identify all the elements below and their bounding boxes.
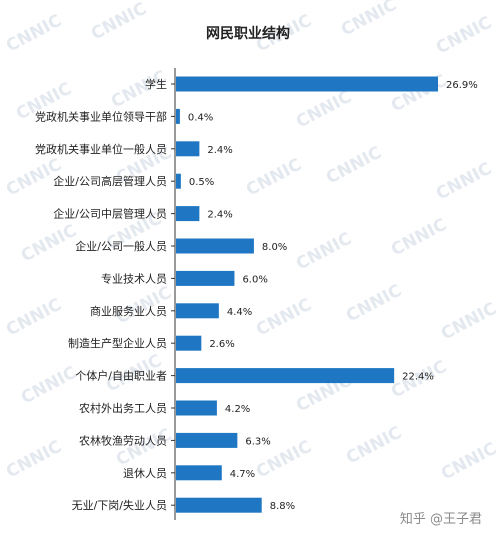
bar	[176, 335, 202, 351]
category-label: 商业服务业人员	[90, 304, 167, 318]
bar	[176, 303, 219, 319]
value-label: 8.8%	[270, 501, 295, 512]
watermark-cnnic: CNNIC	[243, 155, 305, 201]
watermark-cnnic: CNNIC	[343, 281, 405, 327]
category-label: 企业/公司一般人员	[75, 239, 167, 253]
watermark-cnnic: CNNIC	[3, 437, 65, 483]
category-label: 党政机关事业单位领导干部	[35, 109, 167, 123]
bar	[176, 270, 235, 286]
category-label: 制造生产型企业人员	[68, 336, 167, 350]
watermark-cnnic: CNNIC	[323, 143, 385, 189]
value-label: 22.4%	[402, 372, 434, 383]
chart-title: 网民职业结构	[206, 25, 290, 42]
watermark-cnnic: CNNIC	[433, 159, 495, 205]
watermark-cnnic: CNNIC	[438, 299, 496, 345]
bar	[176, 141, 200, 157]
watermark-cnnic: CNNIC	[88, 0, 150, 44]
watermark-cnnic: CNNIC	[388, 215, 450, 261]
value-label: 2.4%	[207, 145, 232, 156]
bar	[176, 465, 222, 481]
watermark-cnnic: CNNIC	[3, 295, 65, 341]
bar	[176, 173, 181, 189]
category-label: 企业/公司中层管理人员	[53, 207, 167, 221]
value-label: 6.0%	[242, 274, 267, 285]
category-label: 农村外出务工人员	[79, 401, 167, 415]
value-label: 6.3%	[245, 436, 270, 447]
watermark-cnnic: CNNIC	[438, 439, 496, 485]
bar	[176, 432, 238, 448]
watermark-cnnic: CNNIC	[293, 229, 355, 275]
bar	[176, 206, 200, 222]
value-label: 26.9%	[446, 80, 478, 91]
category-label: 专业技术人员	[101, 271, 167, 285]
bar	[176, 76, 438, 92]
bar	[176, 400, 217, 416]
value-label: 2.6%	[209, 339, 234, 350]
watermark-cnnic: CNNIC	[343, 423, 405, 469]
watermark-cnnic: CNNIC	[338, 0, 400, 40]
value-label: 4.4%	[227, 307, 252, 318]
value-label: 4.7%	[230, 469, 255, 480]
bar	[176, 497, 262, 513]
category-label: 党政机关事业单位一般人员	[35, 142, 167, 156]
value-label: 0.5%	[189, 177, 214, 188]
watermark-cnnic: CNNIC	[113, 425, 175, 471]
watermark-cnnic: CNNIC	[3, 11, 65, 57]
category-label: 学生	[145, 77, 167, 91]
category-label: 企业/公司高层管理人员	[53, 174, 167, 188]
footer-credit: 知乎 @王子君	[399, 512, 482, 527]
watermark-cnnic: CNNIC	[253, 295, 315, 341]
bar	[176, 238, 254, 254]
value-label: 8.0%	[262, 242, 287, 253]
bar	[176, 368, 395, 384]
category-label: 个体户/自由职业者	[75, 369, 167, 383]
watermark-cnnic: CNNIC	[18, 221, 80, 267]
value-label: 0.4%	[188, 112, 213, 123]
watermark-cnnic: CNNIC	[293, 87, 355, 133]
category-label: 农林牧渔劳动人员	[79, 433, 167, 447]
watermark-cnnic: CNNIC	[18, 363, 80, 409]
value-label: 4.2%	[225, 404, 250, 415]
category-label: 无业/下岗/失业人员	[72, 499, 167, 512]
category-label: 退休人员	[123, 467, 167, 480]
value-label: 2.4%	[207, 210, 232, 221]
bars-group: 学生 26.9% 党政机关事业单位领导干部 0.4% 党政机关事业单位一般人员 2.4% 企…	[35, 76, 478, 513]
watermark-cnnic: CNNIC	[433, 13, 495, 59]
bar	[176, 108, 180, 124]
